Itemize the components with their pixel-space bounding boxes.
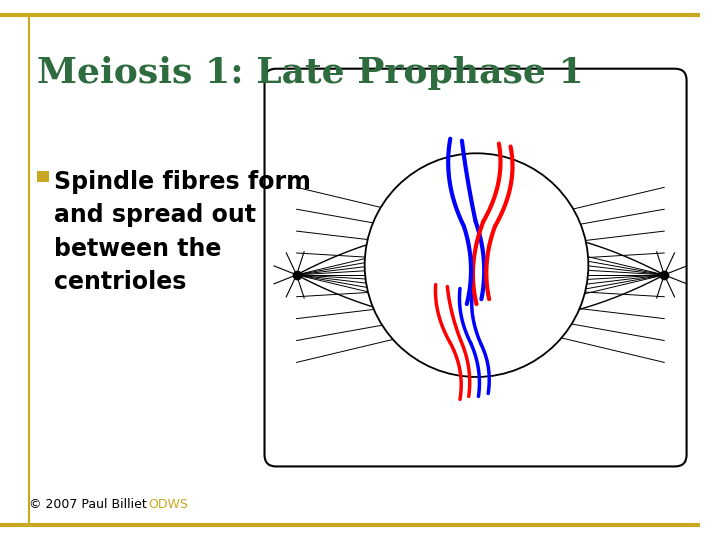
FancyBboxPatch shape	[264, 69, 687, 467]
Text: © 2007 Paul Billiet: © 2007 Paul Billiet	[30, 498, 151, 511]
Bar	[37, 171, 49, 183]
Text: Spindle fibres form
and spread out
between the
centrioles: Spindle fibres form and spread out betwe…	[55, 170, 311, 294]
Text: Meiosis 1: Late Prophase 1: Meiosis 1: Late Prophase 1	[37, 56, 584, 90]
Circle shape	[365, 153, 588, 377]
Text: ODWS: ODWS	[148, 498, 188, 511]
